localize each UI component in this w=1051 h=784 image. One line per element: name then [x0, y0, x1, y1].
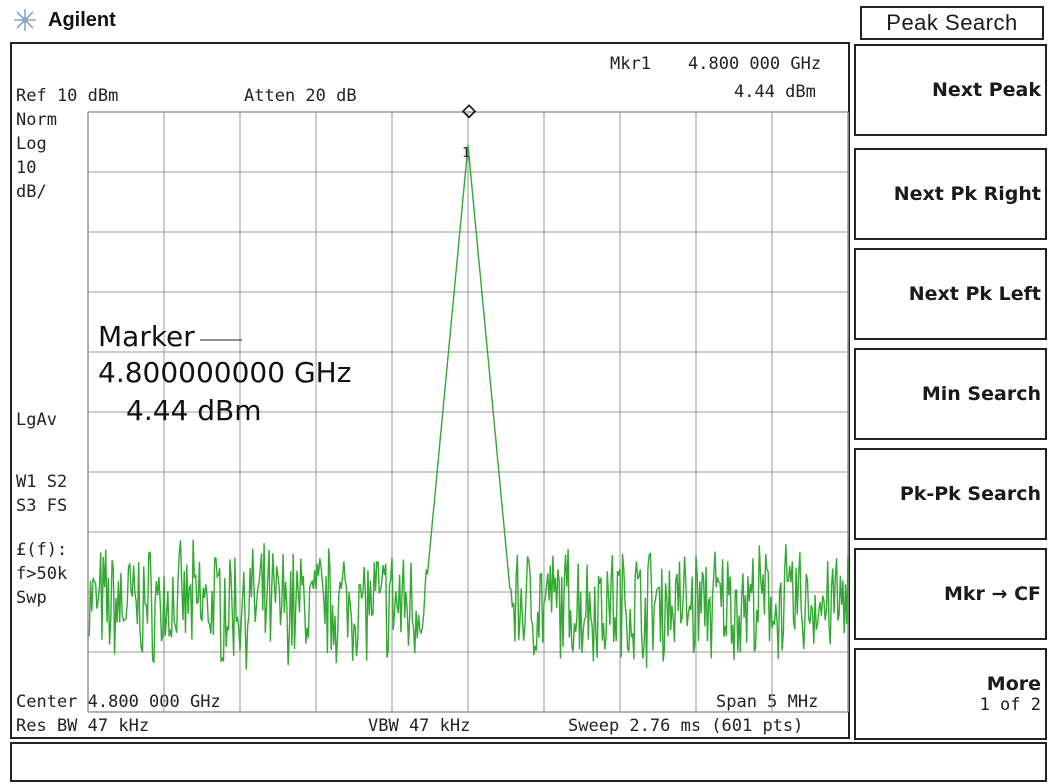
marker-1 — [461, 104, 477, 119]
marker-readout-amplitude: 4.44 dBm — [734, 82, 816, 102]
softkey-sublabel: 1 of 2 — [979, 695, 1041, 715]
span: Span 5 MHz — [716, 692, 819, 712]
annot-func-1: £(f): — [16, 540, 68, 560]
annot-func-2: f>50k — [16, 564, 68, 584]
vbw: VBW 47 kHz — [368, 716, 471, 736]
brand-name: Agilent — [48, 8, 116, 31]
softkey-label: More — [986, 673, 1041, 695]
sweep-time: Sweep 2.76 ms (601 pts) — [568, 716, 804, 736]
softkey-label: Next Peak — [931, 79, 1041, 101]
softkey-label: Mkr → CF — [944, 583, 1041, 605]
softkey-label: Min Search — [921, 383, 1041, 405]
graticule — [87, 111, 849, 713]
softkey-label: Next Pk Left — [908, 283, 1041, 305]
attenuation: Atten 20 dB — [244, 86, 357, 106]
softkey-label: Next Pk Right — [893, 183, 1041, 205]
center-frequency: Center 4.800 000 GHz — [16, 692, 221, 712]
marker-box-amplitude: 4.44 dBm — [126, 394, 262, 427]
softkey-min-search[interactable]: Min Search — [854, 348, 1047, 440]
softkey-next-peak[interactable]: Next Peak — [854, 44, 1047, 136]
marker-box-title: Marker — [98, 320, 195, 353]
brand: Agilent — [12, 6, 116, 34]
softkey-next-pk-right[interactable]: Next Pk Right — [854, 148, 1047, 240]
annot-func-3: Swp — [16, 588, 47, 608]
annot-detector: LgAv — [16, 410, 57, 430]
marker-readout-label: Mkr1 — [610, 54, 651, 74]
softkey-more[interactable]: More 1 of 2 — [854, 648, 1047, 740]
softkey-pk-pk-search[interactable]: Pk-Pk Search — [854, 448, 1047, 540]
annot-scale-unit: dB/ — [16, 182, 47, 202]
annot-trace-w1s2: W1 S2 — [16, 472, 68, 492]
softkey-menu-title: Peak Search — [860, 6, 1044, 40]
marker-id-label: 1 — [462, 146, 470, 161]
marker-diamond-icon — [461, 104, 477, 119]
spectrum-trace — [87, 145, 849, 670]
annot-log: Log — [16, 134, 47, 154]
analyzer-display: Mkr1 4.800 000 GHz 4.44 dBm Ref 10 dBm A… — [10, 42, 850, 739]
annot-trace-s3fs: S3 FS — [16, 496, 68, 516]
annot-scale-value: 10 — [16, 158, 37, 178]
res-bw: Res BW 47 kHz — [16, 716, 150, 736]
marker-box-frequency: 4.800000000 GHz — [98, 356, 352, 389]
agilent-spark-icon — [14, 9, 36, 31]
softkey-mkr-to-cf[interactable]: Mkr → CF — [854, 548, 1047, 640]
softkey-label: Pk-Pk Search — [899, 483, 1041, 505]
ref-level: Ref 10 dBm — [16, 86, 119, 106]
softkey-next-pk-left[interactable]: Next Pk Left — [854, 248, 1047, 340]
annot-norm: Norm — [16, 110, 57, 130]
status-line — [10, 742, 1047, 782]
marker-readout-frequency: 4.800 000 GHz — [688, 54, 822, 74]
